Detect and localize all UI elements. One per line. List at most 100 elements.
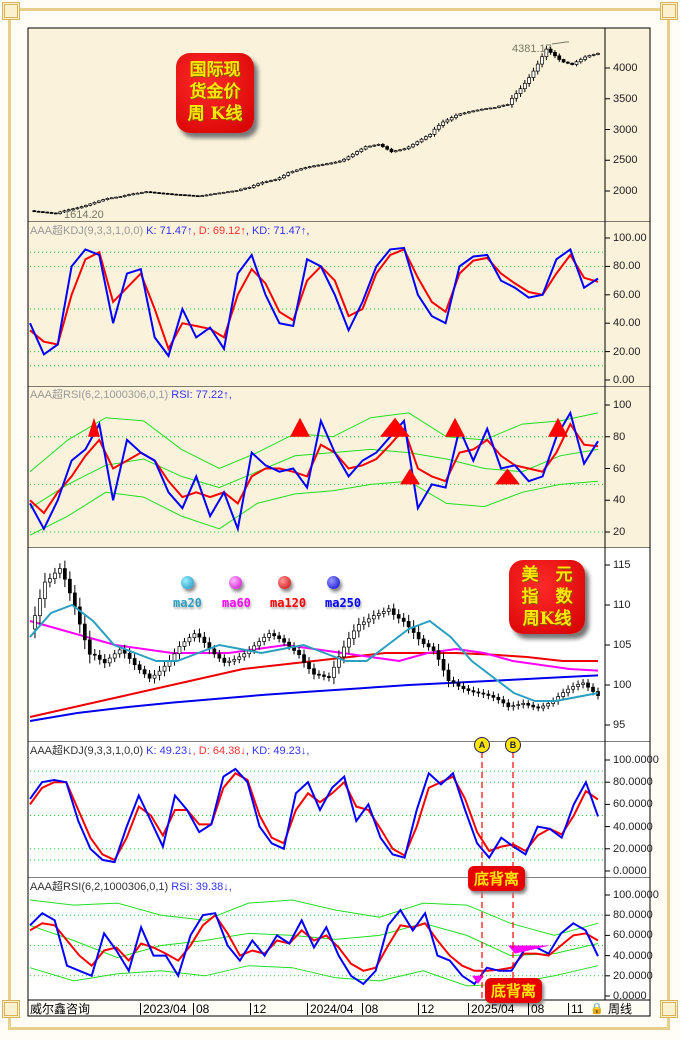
usd-candle-body bbox=[132, 658, 137, 666]
rsi-value: RSI: 39.38↓, bbox=[171, 881, 232, 893]
gold-candle-body bbox=[488, 107, 493, 110]
usd-candle-body bbox=[352, 630, 356, 639]
gold-candle-body bbox=[161, 192, 166, 195]
badge-line: 周 K线 bbox=[187, 104, 243, 124]
gold-candle-body bbox=[286, 172, 291, 176]
gold-candle-body bbox=[316, 164, 321, 167]
usd-candle-body bbox=[237, 656, 242, 660]
gold-candle-body bbox=[540, 56, 544, 65]
usd-candle-body bbox=[257, 641, 262, 647]
y-tick-label: 3000 bbox=[613, 123, 638, 136]
usd-candle-body bbox=[591, 686, 595, 692]
gold-candle-body bbox=[114, 196, 118, 199]
gold-candle-body bbox=[522, 83, 527, 90]
gold-candle-body bbox=[96, 200, 101, 203]
gold-candle-body bbox=[372, 144, 377, 147]
usd-candle-body bbox=[277, 635, 281, 639]
indicator-title: AAA超RSI(6,2,1000306,0,1) bbox=[30, 389, 169, 401]
badge-line: 货金价 bbox=[189, 82, 241, 102]
gold-candle-body bbox=[531, 70, 536, 78]
y-tick-label: 2500 bbox=[613, 154, 638, 167]
gold-candle-body bbox=[475, 109, 480, 112]
gold-candle-body bbox=[105, 197, 110, 200]
gold-candle-body bbox=[269, 180, 273, 182]
gold-candle-body bbox=[454, 114, 458, 118]
badge-line: 美 元 bbox=[521, 565, 573, 585]
usd-candle-body bbox=[302, 654, 306, 663]
gold-candle-body bbox=[484, 108, 488, 110]
gold-candle-body bbox=[49, 212, 54, 214]
gold-candle-body bbox=[41, 211, 45, 214]
y-tick-label: 40.0000 bbox=[613, 949, 653, 962]
usd-candle-body bbox=[342, 646, 346, 658]
lock-icon[interactable]: 🔒 bbox=[590, 1003, 604, 1015]
divergence-fill bbox=[508, 945, 550, 954]
usd-candle-body bbox=[516, 704, 521, 706]
gold-candle-body bbox=[122, 195, 127, 197]
signal-fill bbox=[400, 468, 420, 485]
y-tick-label: 20 bbox=[613, 526, 626, 538]
usd-candle-body bbox=[521, 703, 526, 705]
gold-candle-body bbox=[221, 191, 226, 194]
gold-candle-body bbox=[84, 205, 88, 208]
gold-candle-body bbox=[355, 151, 359, 155]
usd-candle-body bbox=[267, 633, 272, 638]
usd-candle-body bbox=[68, 578, 72, 594]
gold-candle-body bbox=[337, 160, 342, 163]
gold-candle-body bbox=[587, 55, 592, 58]
gold-candle-body bbox=[574, 61, 579, 65]
gold-candle-body bbox=[501, 104, 506, 107]
kdj-k-line bbox=[29, 246, 599, 359]
gold-candle-body bbox=[277, 177, 282, 180]
gold-candle-body bbox=[157, 192, 161, 194]
usd-candle-body bbox=[162, 665, 167, 672]
x-tick-label: 08 bbox=[528, 1003, 544, 1015]
gold-candle-body bbox=[518, 88, 523, 94]
usd-candle-body bbox=[182, 641, 187, 647]
ma120-legend-ball bbox=[278, 576, 291, 589]
gold-candle-body bbox=[109, 197, 114, 200]
gold-candle-body bbox=[376, 144, 381, 146]
usd-candle-body bbox=[227, 660, 232, 663]
gold-candle-body bbox=[380, 144, 385, 147]
source-label: 威尔鑫咨询 bbox=[30, 1002, 91, 1016]
x-tick-label: 2023/04 bbox=[140, 1003, 186, 1015]
badge-line: 周K线 bbox=[522, 609, 572, 629]
rsi2-header: AAA超RSI(6,2,1000306,0,1) RSI: 39.38↓, bbox=[30, 881, 232, 893]
usd-candle-body bbox=[446, 669, 451, 681]
y-tick-label: 0.00 bbox=[613, 374, 635, 386]
gold-candle-body bbox=[458, 113, 463, 116]
rsi-ma-line bbox=[29, 422, 599, 515]
indicator-title: AAA超KDJ(9,3,3,1,0,0) bbox=[30, 745, 144, 757]
usd-candle-body bbox=[312, 668, 316, 675]
usd-candle-body bbox=[282, 638, 286, 643]
rsi-value: RSI: 77.22↑, bbox=[171, 389, 232, 401]
gold-candle-body bbox=[479, 108, 484, 111]
gold-candle-body bbox=[273, 179, 278, 181]
usd-candle-body bbox=[481, 692, 486, 695]
gold-candle-body bbox=[243, 187, 248, 190]
gold-candle-body bbox=[66, 209, 71, 212]
gold-candle-body bbox=[140, 192, 144, 194]
usd-candle-body bbox=[33, 615, 37, 630]
gold-candle-body bbox=[303, 167, 308, 170]
ma20-legend-label: ma20 bbox=[173, 596, 202, 610]
period-label[interactable]: 周线 bbox=[608, 1002, 633, 1016]
x-tick-label: 08 bbox=[362, 1003, 378, 1015]
gold-candle-body bbox=[320, 164, 325, 166]
usd-candle-body bbox=[322, 674, 326, 677]
usd-candle-body bbox=[476, 691, 481, 694]
usd-candle-body bbox=[496, 696, 501, 701]
gold-candle-body bbox=[350, 153, 355, 158]
usd-candle-body bbox=[337, 656, 341, 668]
ma120-line bbox=[29, 652, 598, 718]
gold-candle-body bbox=[165, 193, 170, 195]
usd-candle-body bbox=[192, 633, 197, 638]
y-tick-label: 40.00 bbox=[613, 317, 641, 330]
x-tick-label: 11 bbox=[568, 1003, 583, 1015]
usd-candle-body bbox=[177, 646, 182, 655]
panel-background bbox=[28, 28, 605, 222]
ma60-legend-label: ma60 bbox=[222, 596, 251, 610]
ma120-legend-label: ma120 bbox=[270, 596, 307, 610]
